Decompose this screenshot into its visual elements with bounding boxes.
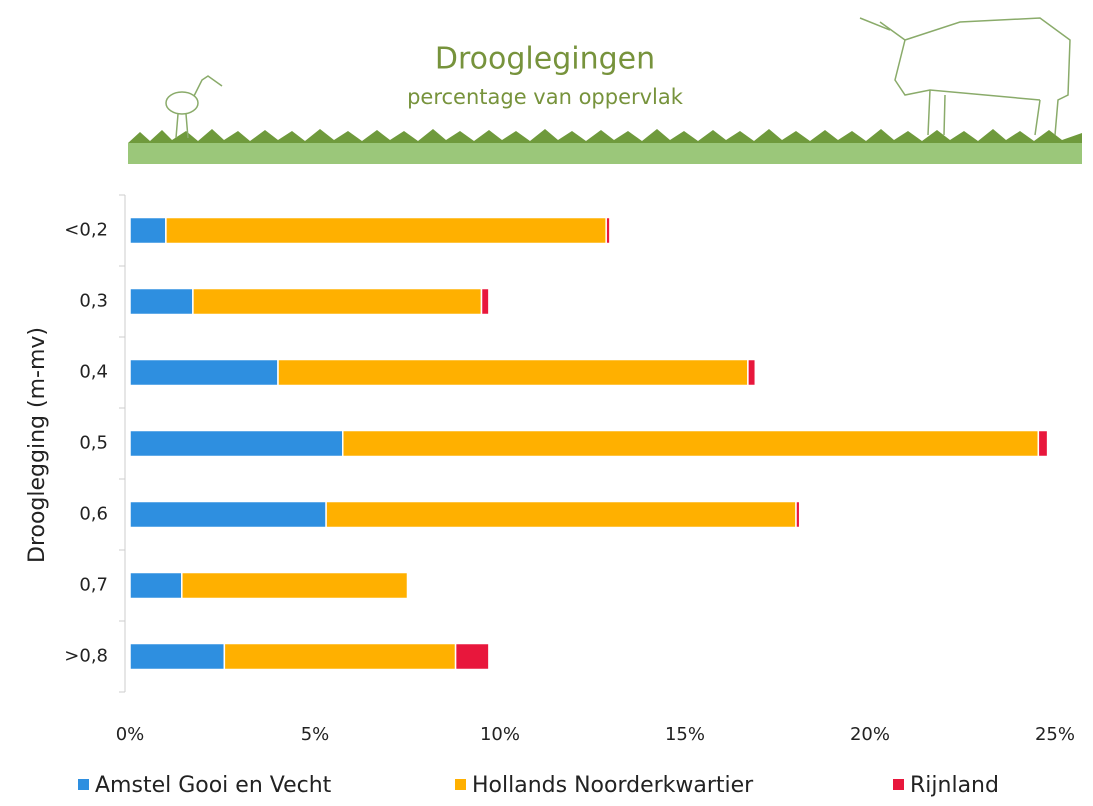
y-tick-label: 0,7 <box>79 575 108 596</box>
x-tick-label: 20% <box>850 724 890 745</box>
legend-label: Hollands Noorderkwartier <box>472 773 754 798</box>
bar-segment <box>796 502 800 528</box>
bar-segment <box>1038 431 1047 457</box>
y-tick-label: <0,2 <box>64 220 108 241</box>
bar-segment <box>130 289 193 315</box>
bar-segment <box>130 644 224 670</box>
grass-strip <box>128 143 1082 164</box>
legend-swatch <box>455 779 466 790</box>
x-tick-label: 25% <box>1035 724 1075 745</box>
chart: Drooglegingen percentage van oppervlak D… <box>0 0 1093 806</box>
bar-segment <box>193 289 482 315</box>
legend-swatch <box>78 779 89 790</box>
legend-label: Amstel Gooi en Vecht <box>95 773 332 798</box>
grass <box>128 129 1082 143</box>
bar-segment <box>130 573 182 599</box>
bar-segment <box>224 644 455 670</box>
chart-title: Drooglegingen <box>435 42 655 77</box>
bar-segment <box>606 218 610 244</box>
x-tick-label: 0% <box>116 724 145 745</box>
bar-segment <box>130 502 326 528</box>
y-axis-title: Drooglegging (m-mv) <box>25 327 50 563</box>
chart-subtitle: percentage van oppervlak <box>407 85 684 109</box>
y-tick-label: 0,6 <box>79 504 108 525</box>
y-tick-label: >0,8 <box>64 646 108 667</box>
y-tick-label: 0,4 <box>79 362 108 383</box>
bar-segment <box>326 502 796 528</box>
y-tick-label: 0,3 <box>79 291 108 312</box>
bar-segment <box>482 289 489 315</box>
bar-segment <box>166 218 606 244</box>
bar-segment <box>130 218 166 244</box>
x-tick-label: 5% <box>301 724 330 745</box>
x-tick-label: 10% <box>480 724 520 745</box>
y-tick-label: 0,5 <box>79 433 108 454</box>
bar-segment <box>278 360 748 386</box>
legend-swatch <box>893 779 904 790</box>
x-tick-label: 15% <box>665 724 705 745</box>
bar-segment <box>748 360 755 386</box>
bar-segment <box>343 431 1039 457</box>
bar-segment <box>130 431 343 457</box>
bird <box>166 76 222 138</box>
bar-segment <box>182 573 408 599</box>
bar-segment <box>456 644 489 670</box>
legend-label: Rijnland <box>910 773 999 798</box>
cow <box>860 18 1070 135</box>
bar-segment <box>130 360 278 386</box>
